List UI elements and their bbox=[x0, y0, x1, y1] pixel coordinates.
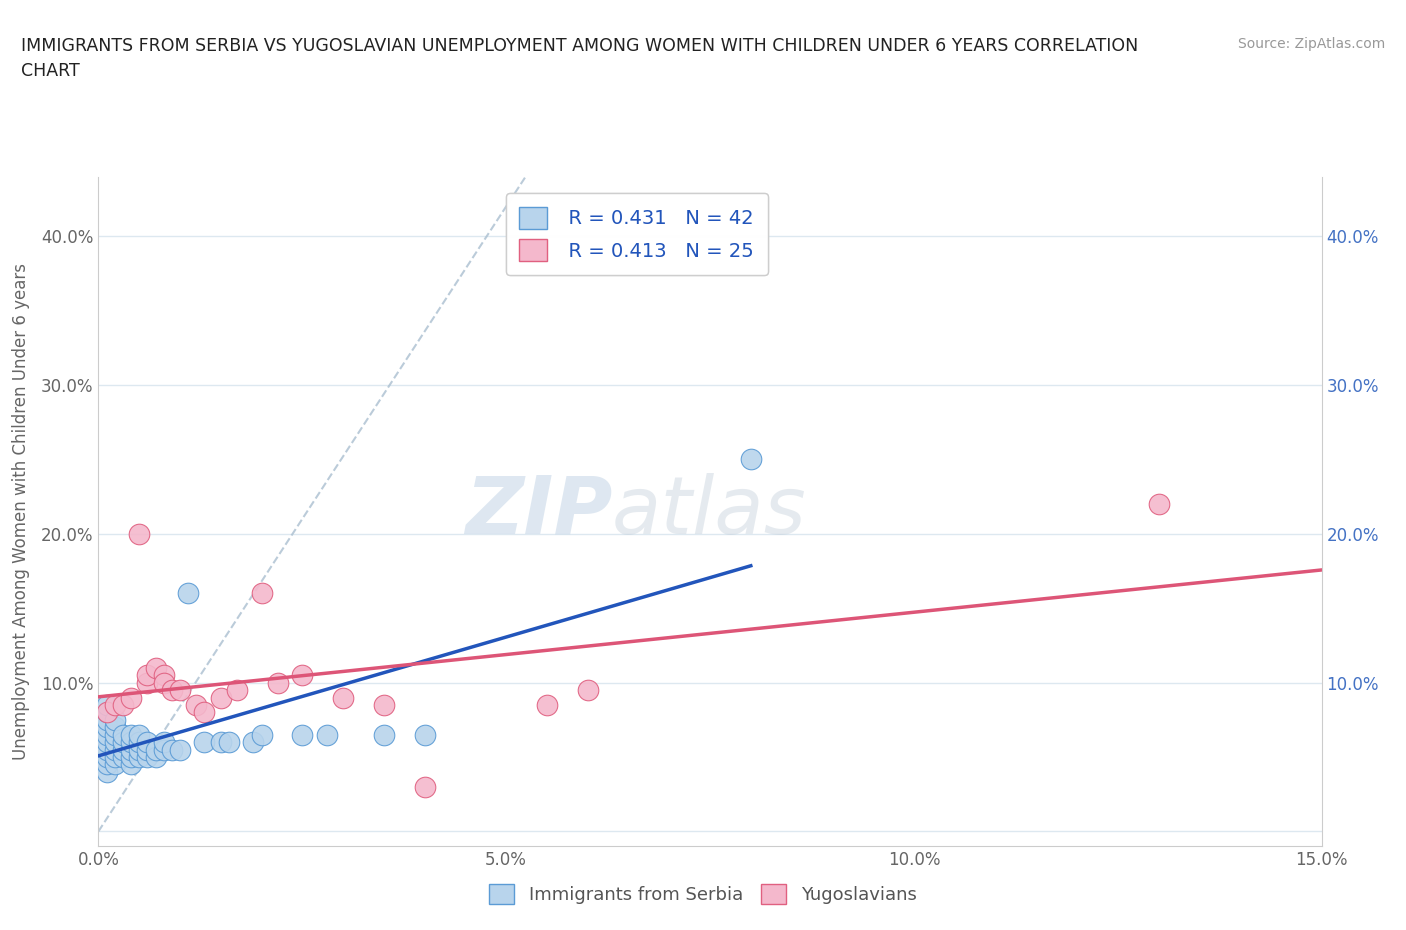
Point bbox=[96, 735, 118, 750]
Point bbox=[145, 660, 167, 675]
Point bbox=[226, 683, 249, 698]
Point bbox=[120, 750, 142, 764]
Point bbox=[169, 742, 191, 757]
Point bbox=[315, 727, 337, 742]
Point bbox=[209, 690, 232, 705]
Point bbox=[218, 735, 240, 750]
Point bbox=[120, 735, 142, 750]
Point bbox=[104, 757, 127, 772]
Point bbox=[96, 705, 118, 720]
Text: ZIP: ZIP bbox=[465, 472, 612, 551]
Point bbox=[250, 727, 273, 742]
Point bbox=[209, 735, 232, 750]
Point bbox=[128, 727, 150, 742]
Point bbox=[145, 750, 167, 764]
Point bbox=[104, 698, 127, 712]
Text: Source: ZipAtlas.com: Source: ZipAtlas.com bbox=[1237, 37, 1385, 51]
Point bbox=[96, 742, 118, 757]
Point bbox=[120, 727, 142, 742]
Point bbox=[250, 586, 273, 601]
Point bbox=[111, 698, 134, 712]
Point bbox=[152, 668, 174, 683]
Point bbox=[291, 727, 314, 742]
Point bbox=[242, 735, 264, 750]
Point bbox=[128, 750, 150, 764]
Point bbox=[104, 750, 127, 764]
Point bbox=[96, 727, 118, 742]
Point bbox=[332, 690, 354, 705]
Point bbox=[152, 675, 174, 690]
Point bbox=[96, 720, 118, 735]
Point bbox=[120, 757, 142, 772]
Point bbox=[177, 586, 200, 601]
Point bbox=[136, 742, 159, 757]
Point bbox=[267, 675, 290, 690]
Legend: Immigrants from Serbia, Yugoslavians: Immigrants from Serbia, Yugoslavians bbox=[482, 876, 924, 911]
Point bbox=[136, 735, 159, 750]
Point bbox=[160, 742, 183, 757]
Point bbox=[152, 742, 174, 757]
Point bbox=[373, 727, 395, 742]
Point bbox=[413, 727, 436, 742]
Point bbox=[373, 698, 395, 712]
Point bbox=[104, 712, 127, 727]
Point bbox=[104, 727, 127, 742]
Point bbox=[193, 735, 215, 750]
Point bbox=[740, 452, 762, 467]
Point bbox=[96, 698, 118, 712]
Point bbox=[291, 668, 314, 683]
Point bbox=[169, 683, 191, 698]
Point bbox=[111, 750, 134, 764]
Point bbox=[104, 720, 127, 735]
Point bbox=[104, 735, 127, 750]
Legend:   R = 0.431   N = 42,   R = 0.413   N = 25: R = 0.431 N = 42, R = 0.413 N = 25 bbox=[506, 193, 768, 275]
Y-axis label: Unemployment Among Women with Children Under 6 years: Unemployment Among Women with Children U… bbox=[11, 263, 30, 760]
Point bbox=[152, 735, 174, 750]
Point bbox=[128, 526, 150, 541]
Point bbox=[186, 698, 208, 712]
Point bbox=[96, 764, 118, 779]
Text: IMMIGRANTS FROM SERBIA VS YUGOSLAVIAN UNEMPLOYMENT AMONG WOMEN WITH CHILDREN UND: IMMIGRANTS FROM SERBIA VS YUGOSLAVIAN UN… bbox=[21, 37, 1139, 80]
Point bbox=[128, 735, 150, 750]
Point bbox=[193, 705, 215, 720]
Point bbox=[104, 742, 127, 757]
Point bbox=[136, 668, 159, 683]
Point bbox=[413, 779, 436, 794]
Point bbox=[96, 757, 118, 772]
Point bbox=[120, 742, 142, 757]
Point bbox=[160, 683, 183, 698]
Point bbox=[96, 705, 118, 720]
Point bbox=[111, 727, 134, 742]
Point bbox=[536, 698, 558, 712]
Point bbox=[120, 690, 142, 705]
Point bbox=[96, 750, 118, 764]
Point bbox=[96, 712, 118, 727]
Point bbox=[111, 742, 134, 757]
Point bbox=[111, 735, 134, 750]
Point bbox=[576, 683, 599, 698]
Point bbox=[136, 750, 159, 764]
Point bbox=[145, 742, 167, 757]
Point bbox=[136, 675, 159, 690]
Point bbox=[128, 742, 150, 757]
Text: atlas: atlas bbox=[612, 472, 807, 551]
Point bbox=[1147, 497, 1170, 512]
